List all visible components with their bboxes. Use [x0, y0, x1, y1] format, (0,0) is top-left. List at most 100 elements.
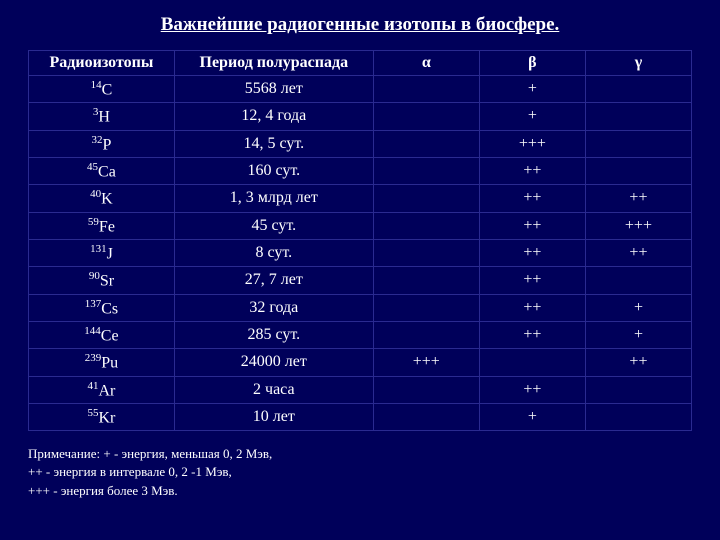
cell-alpha — [373, 185, 479, 212]
cell-alpha — [373, 403, 479, 430]
cell-halflife: 24000 лет — [174, 349, 373, 376]
cell-alpha — [373, 76, 479, 103]
cell-beta: ++ — [479, 212, 585, 239]
cell-halflife: 8 сут. — [174, 239, 373, 266]
cell-gamma: ++ — [585, 239, 691, 266]
isotope-symbol: Cs — [101, 300, 118, 317]
cell-isotope: 131J — [29, 239, 175, 266]
isotope-symbol: Kr — [98, 409, 115, 426]
table-row: 14C5568 лет+ — [29, 76, 692, 103]
cell-beta: + — [479, 403, 585, 430]
isotope-symbol: Fe — [99, 218, 115, 235]
isotope-mass: 14 — [91, 79, 102, 91]
table-row: 41Ar2 часа++ — [29, 376, 692, 403]
isotope-mass: 59 — [88, 216, 99, 228]
cell-beta: ++ — [479, 239, 585, 266]
col-alpha: α — [373, 51, 479, 76]
cell-isotope: 41Ar — [29, 376, 175, 403]
isotope-symbol: Ar — [98, 382, 115, 399]
isotope-symbol: K — [101, 191, 113, 208]
isotope-symbol: Sr — [100, 273, 114, 290]
table-row: 144Ce285 сут.+++ — [29, 321, 692, 348]
cell-isotope: 137Cs — [29, 294, 175, 321]
cell-beta: ++ — [479, 185, 585, 212]
table-row: 45Ca160 сут. ++ — [29, 157, 692, 184]
footnote-line: ++ - энергия в интервале 0, 2 -1 Мэв, — [28, 463, 692, 481]
cell-isotope: 55Kr — [29, 403, 175, 430]
col-isotope: Радиоизотопы — [29, 51, 175, 76]
cell-alpha — [373, 157, 479, 184]
cell-beta: ++ — [479, 376, 585, 403]
isotope-symbol: C — [102, 81, 113, 98]
cell-halflife: 14, 5 сут. — [174, 130, 373, 157]
col-halflife: Период полураспада — [174, 51, 373, 76]
cell-gamma — [585, 403, 691, 430]
cell-isotope: 32P — [29, 130, 175, 157]
table-row: 131J8 сут. ++++ — [29, 239, 692, 266]
table-row: 239Pu24000 лет+++++ — [29, 349, 692, 376]
isotope-mass: 239 — [85, 352, 102, 364]
cell-beta: +++ — [479, 130, 585, 157]
cell-beta: + — [479, 103, 585, 130]
cell-gamma — [585, 130, 691, 157]
cell-alpha — [373, 376, 479, 403]
isotope-mass: 144 — [84, 325, 101, 337]
cell-alpha — [373, 239, 479, 266]
cell-halflife: 160 сут. — [174, 157, 373, 184]
cell-halflife: 285 сут. — [174, 321, 373, 348]
cell-isotope: 144Ce — [29, 321, 175, 348]
table-row: 59Fe45 сут.+++++ — [29, 212, 692, 239]
cell-gamma: ++ — [585, 349, 691, 376]
cell-halflife: 2 часа — [174, 376, 373, 403]
cell-isotope: 59Fe — [29, 212, 175, 239]
isotope-symbol: Ce — [101, 327, 119, 344]
cell-halflife: 27, 7 лет — [174, 267, 373, 294]
cell-alpha — [373, 294, 479, 321]
cell-beta: ++ — [479, 157, 585, 184]
cell-gamma: +++ — [585, 212, 691, 239]
cell-gamma — [585, 76, 691, 103]
cell-isotope: 45Ca — [29, 157, 175, 184]
cell-beta: ++ — [479, 267, 585, 294]
cell-beta: ++ — [479, 321, 585, 348]
table-row: 3H12, 4 года+ — [29, 103, 692, 130]
cell-gamma — [585, 157, 691, 184]
isotope-mass: 41 — [87, 380, 98, 392]
cell-isotope: 239Pu — [29, 349, 175, 376]
cell-isotope: 14C — [29, 76, 175, 103]
cell-alpha — [373, 212, 479, 239]
cell-alpha — [373, 321, 479, 348]
cell-halflife: 10 лет — [174, 403, 373, 430]
footnote-line: +++ - энергия более 3 Мэв. — [28, 482, 692, 500]
cell-isotope: 40K — [29, 185, 175, 212]
cell-gamma: + — [585, 321, 691, 348]
cell-gamma — [585, 376, 691, 403]
isotope-mass: 137 — [85, 298, 102, 310]
cell-beta: + — [479, 76, 585, 103]
footnote: Примечание: + - энергия, меньшая 0, 2 Мэ… — [28, 445, 692, 500]
col-beta: β — [479, 51, 585, 76]
isotope-mass: 45 — [87, 161, 98, 173]
cell-alpha — [373, 267, 479, 294]
isotope-mass: 40 — [90, 188, 101, 200]
table-row: 32P14, 5 сут. +++ — [29, 130, 692, 157]
cell-halflife: 32 года — [174, 294, 373, 321]
cell-isotope: 90Sr — [29, 267, 175, 294]
cell-gamma: ++ — [585, 185, 691, 212]
cell-alpha — [373, 103, 479, 130]
cell-halflife: 45 сут. — [174, 212, 373, 239]
cell-halflife: 12, 4 года — [174, 103, 373, 130]
cell-alpha — [373, 130, 479, 157]
table-row: 137Cs32 года+++ — [29, 294, 692, 321]
cell-halflife: 5568 лет — [174, 76, 373, 103]
col-gamma: γ — [585, 51, 691, 76]
cell-alpha: +++ — [373, 349, 479, 376]
footnote-line: Примечание: + - энергия, меньшая 0, 2 Мэ… — [28, 445, 692, 463]
isotope-symbol: H — [98, 109, 110, 126]
cell-beta — [479, 349, 585, 376]
isotope-mass: 55 — [87, 407, 98, 419]
isotope-symbol: P — [102, 136, 111, 153]
isotope-symbol: Pu — [101, 355, 118, 372]
slide-title: Важнейшие радиогенные изотопы в биосфере… — [28, 14, 692, 36]
cell-beta: ++ — [479, 294, 585, 321]
